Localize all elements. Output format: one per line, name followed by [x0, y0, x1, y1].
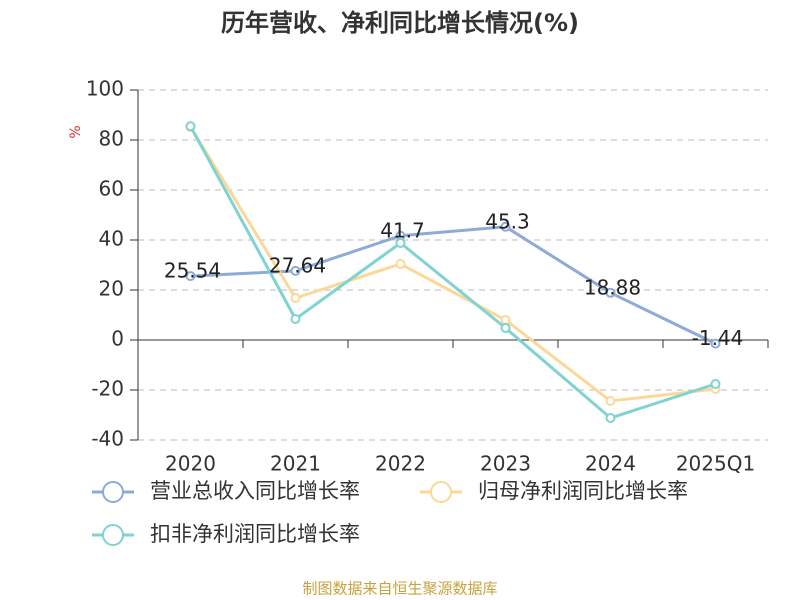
legend-marker — [102, 524, 124, 546]
data-label: 25.54 — [164, 259, 221, 283]
point — [710, 338, 721, 349]
point — [500, 221, 511, 232]
data-label: -1.44 — [692, 326, 744, 350]
point — [500, 323, 511, 333]
series-line — [189, 125, 716, 420]
point — [185, 271, 196, 282]
point — [500, 315, 511, 325]
point — [290, 314, 301, 324]
point — [395, 259, 406, 269]
y-axis-label: % — [68, 125, 84, 138]
series-line — [189, 126, 716, 403]
point — [290, 265, 301, 276]
point — [185, 121, 196, 132]
x-tick-label: 2024 — [585, 452, 636, 476]
x-tick-label: 2022 — [375, 452, 426, 476]
y-tick-label: -40 — [91, 427, 124, 451]
y-tick-label: 20 — [99, 277, 124, 301]
y-tick-label: 40 — [99, 227, 124, 251]
x-tick-label: 2023 — [480, 452, 531, 476]
data-label: 27.64 — [269, 253, 326, 277]
legend-label: 归母净利润同比增长率 — [478, 479, 688, 503]
y-tick-label: 80 — [99, 127, 124, 151]
x-tick-label: 2025Q1 — [676, 452, 755, 476]
y-tick-label: 100 — [86, 77, 124, 101]
point — [605, 287, 616, 298]
x-tick-label: 2021 — [270, 452, 321, 476]
chart-title: 历年营收、净利同比增长情况(%) — [221, 9, 579, 37]
point — [605, 413, 616, 423]
source: 制图数据来自恒生聚源数据库 — [302, 580, 497, 598]
data-label: 18.88 — [584, 275, 641, 299]
y-tick-label: -20 — [91, 377, 124, 401]
y-tick-label: 60 — [99, 177, 124, 201]
x-tick-label: 2020 — [165, 452, 216, 476]
data-label: 45.3 — [485, 209, 530, 233]
legend-label: 营业总收入同比增长率 — [150, 479, 360, 503]
point — [605, 396, 616, 406]
data-label: 41.7 — [380, 218, 425, 242]
legend-marker — [430, 481, 452, 503]
point — [710, 379, 721, 389]
legend-label: 扣非净利润同比增长率 — [150, 522, 360, 546]
legend-marker — [102, 481, 124, 503]
point — [290, 293, 301, 303]
point — [395, 238, 406, 248]
y-tick-label: 0 — [111, 327, 124, 351]
